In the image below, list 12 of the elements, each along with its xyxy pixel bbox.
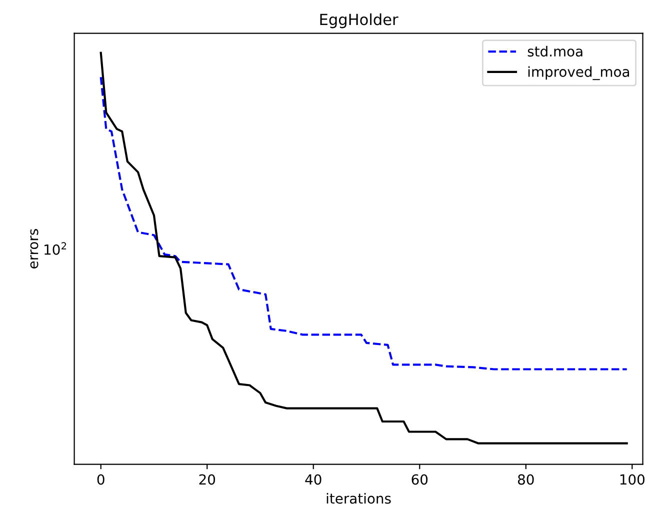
x-tick-label: 0 (97, 474, 104, 485)
x-tick-label: 40 (305, 474, 322, 485)
x-axis-title: iterations (326, 492, 391, 504)
text: 10$^{2}$ (44, 242, 66, 255)
y-axis-title: errors (30, 229, 38, 268)
x-tick-label: 60 (412, 474, 428, 485)
x-tick-label: 100 (620, 474, 644, 485)
chart-title: EggHolder (320, 13, 398, 28)
legend-label: improved_moa (528, 66, 630, 80)
x-tick-label: 20 (199, 474, 216, 485)
legend-label: std.moa (528, 46, 582, 57)
x-tick-label: 80 (518, 474, 534, 485)
